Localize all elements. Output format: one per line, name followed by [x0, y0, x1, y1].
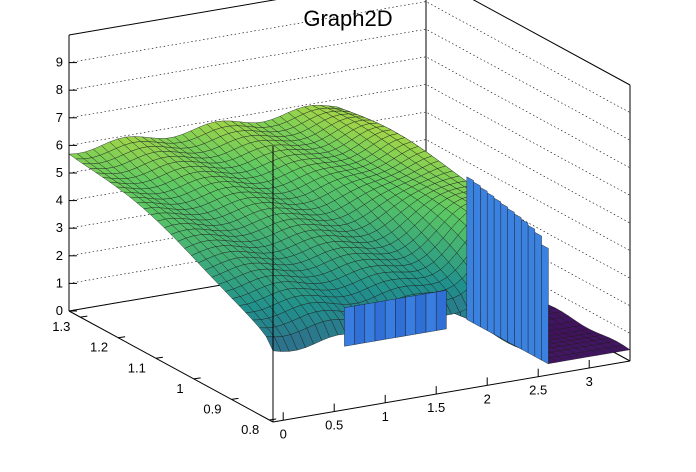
cliff-cell [500, 202, 508, 343]
z-tick-label: 3 [56, 220, 63, 235]
cliff-cell [527, 225, 535, 357]
y-tick [269, 418, 277, 421]
wall-cell [354, 303, 365, 345]
z-tick-label: 2 [56, 248, 63, 263]
frame-edge [68, 310, 274, 423]
z-gridline [68, 1, 631, 113]
cliff-cell [480, 187, 488, 331]
z-tick-label: 1 [56, 275, 63, 290]
y-tick-label: 0.8 [241, 422, 259, 437]
y-tick [118, 336, 126, 339]
x-tick-label: 2.5 [529, 383, 547, 398]
cliff-cell [534, 231, 542, 361]
z-tick-label: 5 [56, 165, 63, 180]
cliff-cell [521, 219, 529, 354]
wall-cell [385, 298, 396, 340]
cliff-cell [487, 192, 495, 335]
wall-cell [436, 290, 447, 331]
y-tick-label: 0.9 [203, 401, 221, 416]
chart-title: Graph2D [303, 6, 392, 31]
x-tick-label: 3 [586, 374, 593, 389]
y-tick [80, 315, 88, 318]
z-axis: 0 1 2 3 4 5 6 7 8 9 [56, 55, 77, 318]
z-gridline [68, 28, 631, 141]
frame-edge [472, 0, 631, 86]
z-tick-label: 7 [56, 110, 63, 125]
z-tick-label: 4 [56, 193, 63, 208]
z-tick-label: 8 [56, 82, 63, 97]
y-tick [231, 397, 239, 400]
y-tick-label: 1.1 [128, 360, 146, 375]
x-axis: 0 0.5 1 1.5 2 2.5 3 [280, 359, 593, 441]
y-tick [193, 377, 201, 380]
wall-cell [415, 293, 427, 335]
wall-cell [395, 296, 406, 338]
cliff-cell [507, 208, 515, 346]
surface [68, 105, 631, 365]
cliff-cell [541, 244, 549, 365]
z-gridline [68, 56, 631, 169]
x-tick-label: 1.5 [427, 400, 445, 415]
cliff-cell [473, 181, 481, 328]
wall-cell [344, 305, 355, 347]
x-tick-label: 0 [280, 426, 287, 441]
y-tick [155, 356, 163, 359]
x-tick-label: 2 [484, 391, 491, 406]
cliff-cell [466, 176, 474, 324]
z-tick-label: 9 [56, 55, 63, 70]
cliff-cell [514, 213, 522, 350]
y-axis: 0.8 0.9 1 1.1 1.2 1.3 [52, 315, 277, 437]
z-gridline [68, 222, 631, 334]
z-tick-label: 0 [56, 303, 63, 318]
surface-cell [265, 336, 282, 352]
wall-cell [425, 291, 437, 333]
y-tick-label: 1.2 [90, 340, 108, 355]
cliff-cell [493, 197, 501, 339]
z-tick-label: 6 [56, 137, 63, 152]
wall-cell [374, 300, 386, 342]
wall-cell [364, 302, 376, 344]
frame-edge [272, 360, 631, 423]
y-tick-label: 1.3 [52, 319, 70, 334]
x-tick-label: 1 [382, 409, 389, 424]
x-tick-label: 0.5 [325, 418, 343, 433]
wall-cell [405, 295, 416, 337]
z-gridline [68, 84, 631, 196]
frame-edge [68, 0, 277, 36]
y-tick-label: 1 [176, 381, 183, 396]
